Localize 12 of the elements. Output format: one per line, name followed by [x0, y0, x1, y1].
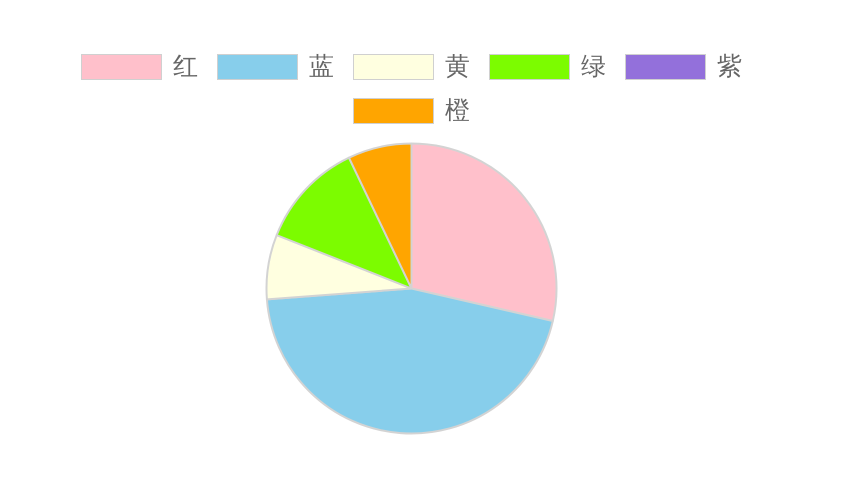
legend-label: 橙 — [445, 96, 470, 124]
legend-label: 蓝 — [309, 52, 334, 80]
legend-item: 橙 — [353, 96, 470, 124]
legend-item: 紫 — [625, 52, 742, 80]
legend-label: 红 — [173, 52, 198, 80]
legend-item: 蓝 — [217, 52, 334, 80]
legend-label: 紫 — [717, 52, 742, 80]
legend-label: 绿 — [581, 52, 606, 80]
legend-label: 黄 — [445, 52, 470, 80]
legend-item: 绿 — [489, 52, 606, 80]
legend-item: 红 — [81, 52, 198, 80]
legend-item: 黄 — [353, 52, 470, 80]
